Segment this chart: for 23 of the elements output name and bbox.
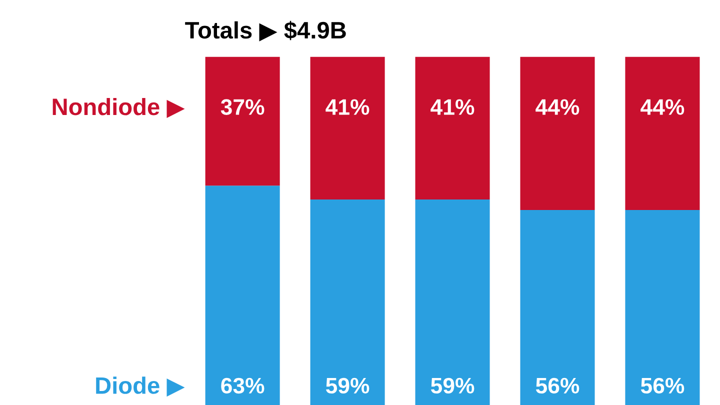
bar: [310, 200, 385, 405]
series-label: Nondiode ▶: [52, 98, 185, 118]
bar: [520, 56, 595, 210]
bar: [625, 56, 700, 210]
data-label: 56%: [640, 378, 684, 394]
data-label: 59%: [326, 378, 370, 394]
data-label: 44%: [536, 99, 580, 115]
text: Totals ▶ $4.9B: [185, 20, 346, 42]
bar: [625, 210, 700, 405]
bar: [520, 210, 595, 405]
series-label: Diode ▶: [96, 376, 185, 397]
data-label: 37%: [220, 99, 264, 115]
data-label: 41%: [430, 99, 474, 115]
data-label: 56%: [536, 378, 580, 394]
bar: [205, 186, 280, 405]
data-label: 44%: [640, 99, 684, 115]
data-label: 41%: [326, 99, 370, 115]
bar: [415, 200, 490, 405]
bar: [310, 56, 385, 200]
bar: [205, 56, 280, 186]
bar: [415, 56, 490, 200]
data-label: 59%: [430, 378, 474, 394]
data-label: 63%: [221, 378, 264, 394]
